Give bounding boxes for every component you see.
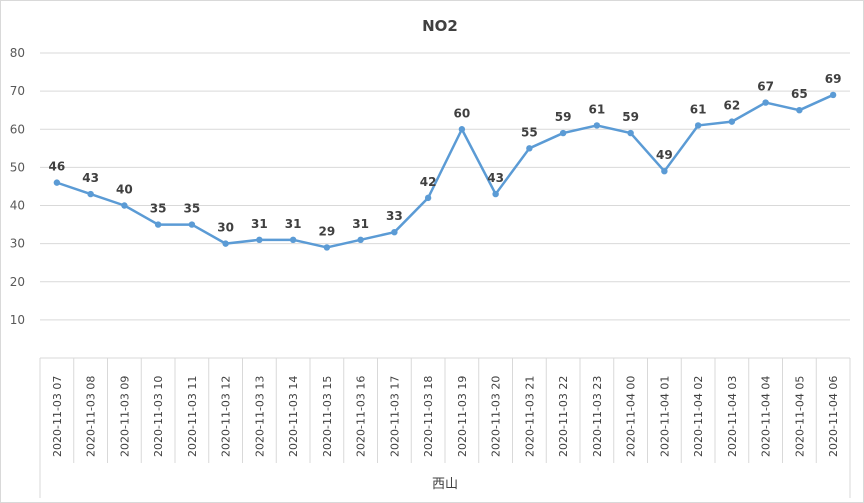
data-label: 31 — [285, 217, 302, 231]
data-point — [627, 129, 634, 137]
data-point — [222, 240, 229, 247]
y-tick-label: 50 — [10, 160, 25, 174]
data-label: 62 — [724, 99, 741, 113]
x-tick-label: 2020-11-03 07 — [51, 376, 64, 457]
data-label: 61 — [690, 102, 707, 116]
data-point — [357, 236, 364, 244]
x-tick-label: 2020-11-03 12 — [220, 376, 233, 457]
data-point — [53, 179, 61, 186]
data-point — [458, 126, 466, 133]
x-tick-label: 2020-11-03 21 — [523, 376, 536, 457]
data-label: 60 — [454, 106, 471, 120]
x-tick-label: 2020-11-03 13 — [253, 376, 266, 457]
data-label: 55 — [521, 125, 538, 139]
data-label: 35 — [150, 202, 167, 216]
y-tick-label: 30 — [10, 237, 25, 251]
data-point — [121, 202, 128, 209]
data-label: 43 — [82, 171, 99, 185]
data-point — [829, 91, 837, 99]
series-line — [56, 93, 834, 249]
x-tick-label: 2020-11-03 09 — [118, 376, 131, 457]
chart-title: NO2 — [422, 17, 458, 35]
data-label: 35 — [184, 202, 201, 216]
data-label: 69 — [825, 72, 842, 86]
data-point — [526, 145, 533, 152]
x-tick-label: 2020-11-04 00 — [625, 376, 638, 457]
data-point — [559, 129, 567, 137]
x-tick-label: 2020-11-03 14 — [287, 376, 300, 457]
x-tick-label: 2020-11-03 17 — [388, 376, 401, 457]
y-tick-label: 10 — [10, 313, 25, 327]
x-tick-label: 2020-11-03 22 — [557, 376, 570, 457]
data-label: 40 — [116, 183, 133, 197]
data-label: 65 — [791, 87, 808, 101]
data-point — [188, 221, 196, 228]
x-tick-label: 2020-11-04 03 — [726, 376, 739, 457]
data-point — [661, 167, 668, 175]
x-tick-label: 2020-11-04 05 — [793, 376, 806, 457]
data-point — [256, 236, 263, 244]
data-point — [154, 221, 162, 228]
y-tick-label: 80 — [10, 46, 25, 60]
data-point — [593, 122, 601, 129]
data-point — [796, 106, 803, 114]
data-point — [762, 99, 769, 106]
x-tick-label: 2020-11-04 01 — [658, 376, 671, 457]
x-group-label: 西山 — [432, 477, 458, 492]
x-tick-label: 2020-11-04 06 — [827, 376, 840, 457]
data-label: 49 — [656, 148, 673, 162]
x-tick-label: 2020-11-03 19 — [456, 376, 469, 457]
data-point — [323, 244, 331, 251]
y-tick-label: 20 — [10, 275, 25, 289]
y-tick-label: 70 — [10, 84, 25, 98]
x-tick-label: 2020-11-03 15 — [321, 376, 334, 457]
x-tick-label: 2020-11-04 04 — [760, 376, 773, 457]
x-tick-label: 2020-11-03 23 — [591, 376, 604, 457]
data-point — [728, 118, 736, 125]
x-tick-label: 2020-11-03 08 — [85, 376, 98, 457]
x-tick-label: 2020-11-03 11 — [186, 376, 199, 457]
y-tick-label: 40 — [10, 199, 25, 213]
x-tick-label: 2020-11-04 02 — [692, 376, 705, 457]
data-label: 46 — [49, 160, 66, 174]
data-point — [424, 194, 432, 202]
data-label: 43 — [487, 171, 504, 185]
data-label: 61 — [589, 102, 606, 116]
data-label: 31 — [251, 217, 268, 231]
x-tick-label: 2020-11-03 10 — [152, 376, 165, 457]
data-point — [492, 190, 499, 198]
data-label: 59 — [622, 110, 639, 124]
data-point — [694, 122, 702, 129]
data-label: 59 — [555, 110, 572, 124]
y-tick-label: 60 — [10, 122, 25, 136]
x-tick-label: 2020-11-03 20 — [490, 376, 503, 457]
data-point — [87, 190, 94, 198]
data-label: 29 — [319, 224, 336, 238]
data-point — [289, 236, 297, 244]
data-label: 67 — [757, 80, 774, 94]
x-tick-label: 2020-11-03 16 — [355, 376, 368, 457]
data-label: 42 — [420, 175, 437, 189]
data-point — [391, 228, 398, 236]
data-label: 30 — [217, 221, 234, 235]
x-tick-label: 2020-11-03 18 — [422, 376, 435, 457]
data-label: 31 — [352, 217, 369, 231]
data-label: 33 — [386, 209, 403, 223]
